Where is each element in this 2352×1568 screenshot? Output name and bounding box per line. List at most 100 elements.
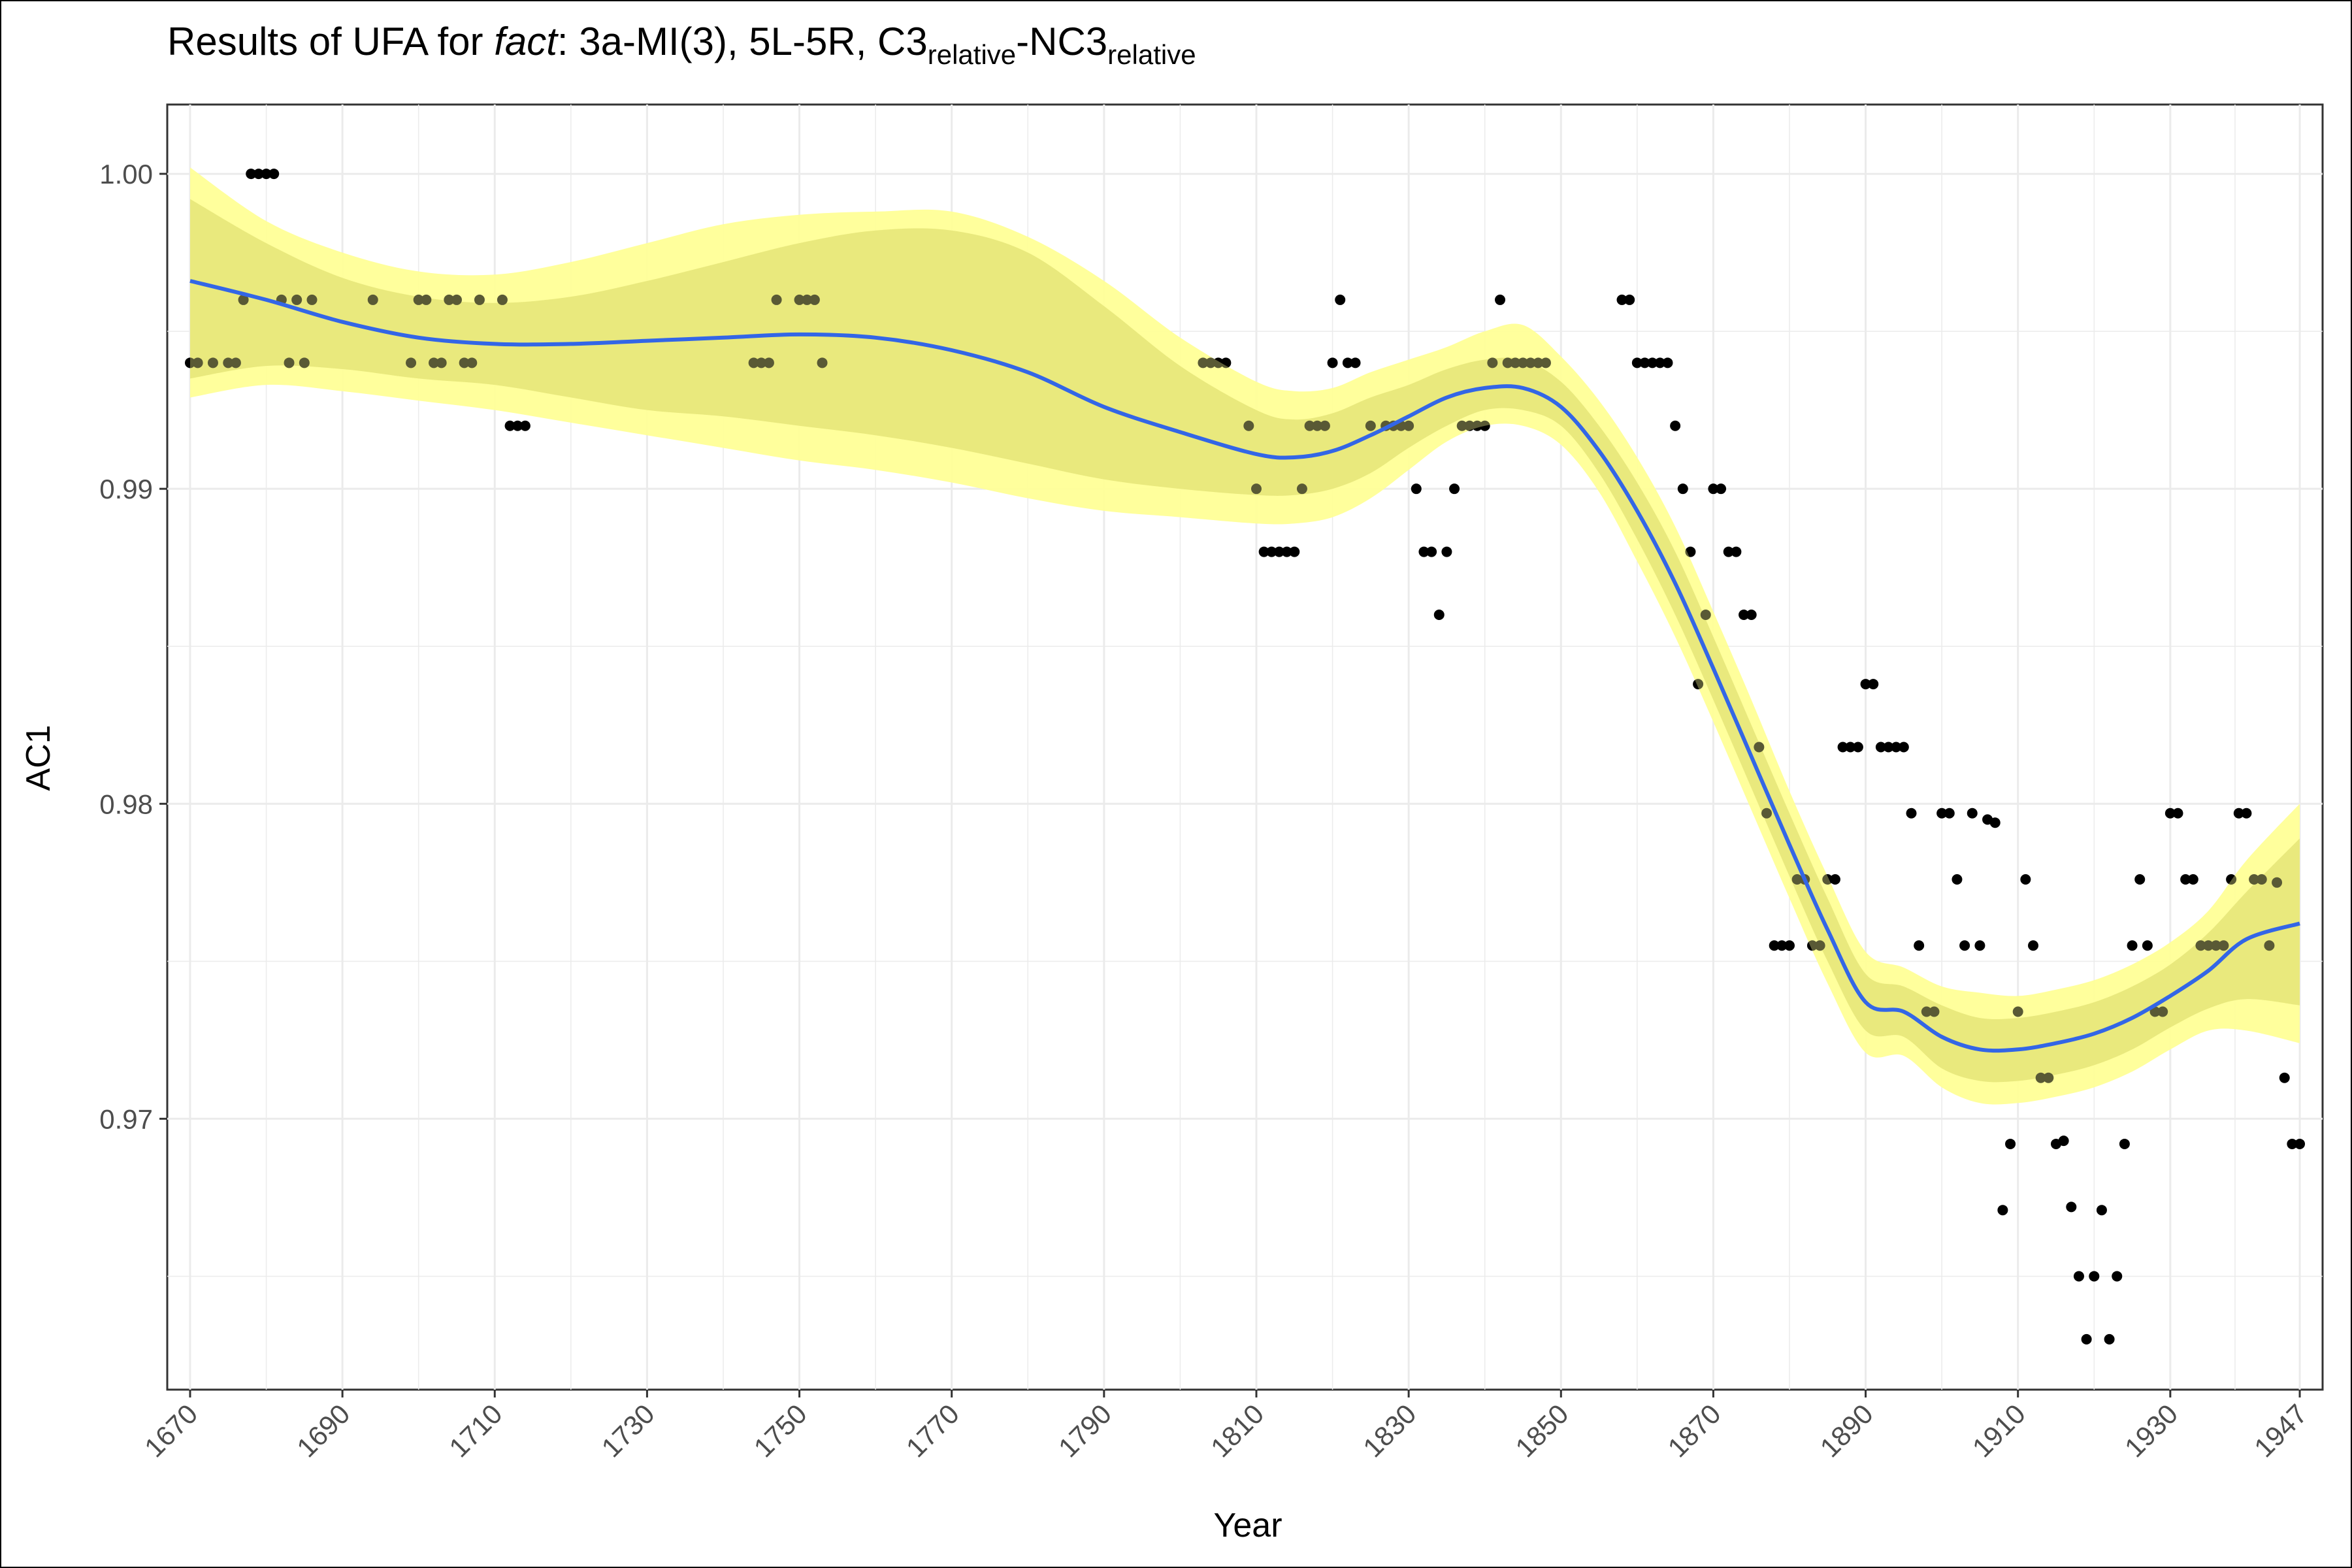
x-tick-label: 1890 xyxy=(1814,1398,1879,1463)
data-point xyxy=(2096,1205,2107,1216)
data-point xyxy=(1845,742,1856,753)
data-point xyxy=(2218,940,2229,951)
smooth-line xyxy=(189,279,2300,1053)
data-point xyxy=(1677,483,1688,495)
data-point xyxy=(2028,940,2039,951)
chart-title: Results of UFA for fact: 3a-MI(3), 5L-5R… xyxy=(167,20,1196,70)
data-point xyxy=(223,357,234,368)
x-tick-label: 1710 xyxy=(443,1398,508,1463)
data-point xyxy=(1502,357,1513,368)
data-point xyxy=(1273,546,1284,557)
data-point xyxy=(367,294,378,305)
data-point xyxy=(1250,483,1262,495)
data-point xyxy=(1685,546,1696,557)
data-point xyxy=(2142,940,2153,951)
data-point xyxy=(207,357,218,368)
data-point xyxy=(261,169,272,180)
data-point xyxy=(1791,874,1803,885)
data-point xyxy=(1921,1006,1932,1017)
x-tick-label: 1670 xyxy=(139,1398,203,1463)
x-tick-label: 1870 xyxy=(1661,1398,1726,1463)
data-point xyxy=(2058,1135,2069,1147)
data-point xyxy=(1266,546,1277,557)
data-point xyxy=(1906,808,1917,819)
data-point xyxy=(1479,420,1490,431)
data-point xyxy=(284,357,295,368)
data-point xyxy=(1974,940,1985,951)
data-point xyxy=(406,357,417,368)
data-point xyxy=(1365,420,1376,431)
data-point xyxy=(2172,808,2183,819)
data-point xyxy=(1700,610,1711,621)
data-point xyxy=(451,294,462,305)
data-point xyxy=(1426,546,1437,557)
data-point xyxy=(1860,679,1871,690)
data-point xyxy=(2020,874,2031,885)
data-point xyxy=(459,357,470,368)
data-point xyxy=(2195,940,2206,951)
data-point xyxy=(1875,742,1886,753)
data-point xyxy=(1852,742,1863,753)
data-point xyxy=(1868,679,1879,690)
data-point xyxy=(1624,294,1635,305)
data-point xyxy=(436,357,447,368)
data-point xyxy=(1784,940,1795,951)
data-point xyxy=(2233,808,2244,819)
data-point xyxy=(1914,940,1925,951)
y-tick-label: 1.00 xyxy=(99,159,153,189)
data-point xyxy=(2073,1271,2084,1282)
data-point xyxy=(2264,940,2275,951)
y-axis-ticks: 0.97 0.98 0.99 1.00 xyxy=(99,159,167,1134)
data-point xyxy=(1997,1205,2008,1216)
data-point xyxy=(497,294,508,305)
data-point xyxy=(1312,420,1323,431)
data-point xyxy=(2157,1006,2168,1017)
data-point xyxy=(1670,420,1681,431)
data-point xyxy=(1487,357,1498,368)
data-point xyxy=(1693,679,1704,690)
data-point xyxy=(1989,817,2001,828)
title-mid: : 3a-MI(3), 5L-5R, C3 xyxy=(557,20,928,63)
data-point xyxy=(1411,483,1422,495)
data-point xyxy=(1936,808,1948,819)
title-subscript-2: relative xyxy=(1107,39,1196,70)
data-point xyxy=(1198,357,1209,368)
data-point xyxy=(1335,294,1346,305)
data-point xyxy=(1327,357,1338,368)
data-point xyxy=(230,357,241,368)
x-axis-ticks: 1670 1690 1710 1730 1750 1770 1790 1810 1830 1850… xyxy=(139,1390,2313,1463)
data-point xyxy=(771,294,782,305)
data-point xyxy=(1540,357,1551,368)
data-point xyxy=(2180,874,2191,885)
data-point xyxy=(2005,1138,2016,1149)
data-point xyxy=(1495,294,1506,305)
data-point xyxy=(817,357,828,368)
data-point xyxy=(1952,874,1963,885)
data-point xyxy=(763,357,774,368)
data-point xyxy=(1723,546,1734,557)
data-point xyxy=(2043,1072,2054,1083)
data-point xyxy=(1929,1006,1940,1017)
data-point xyxy=(1769,940,1780,951)
data-point xyxy=(1647,357,1658,368)
title-subscript-1: relative xyxy=(928,39,1016,70)
x-tick-label: 1790 xyxy=(1053,1398,1117,1463)
y-tick-label: 0.98 xyxy=(99,789,153,819)
data-point xyxy=(2210,940,2221,951)
data-point xyxy=(794,294,805,305)
data-point xyxy=(512,420,523,431)
title-prefix: Results of UFA for xyxy=(167,20,494,63)
data-point xyxy=(1739,610,1750,621)
data-point xyxy=(1959,940,1970,951)
data-point xyxy=(2226,874,2237,885)
data-point xyxy=(519,420,531,431)
data-point xyxy=(2295,1138,2306,1149)
data-point xyxy=(1304,420,1315,431)
data-point xyxy=(1517,357,1528,368)
data-point xyxy=(2112,1271,2123,1282)
data-point xyxy=(1464,420,1475,431)
data-point xyxy=(1776,940,1788,951)
data-point xyxy=(192,357,203,368)
data-point xyxy=(444,294,455,305)
x-tick-label: 1850 xyxy=(1509,1398,1574,1463)
